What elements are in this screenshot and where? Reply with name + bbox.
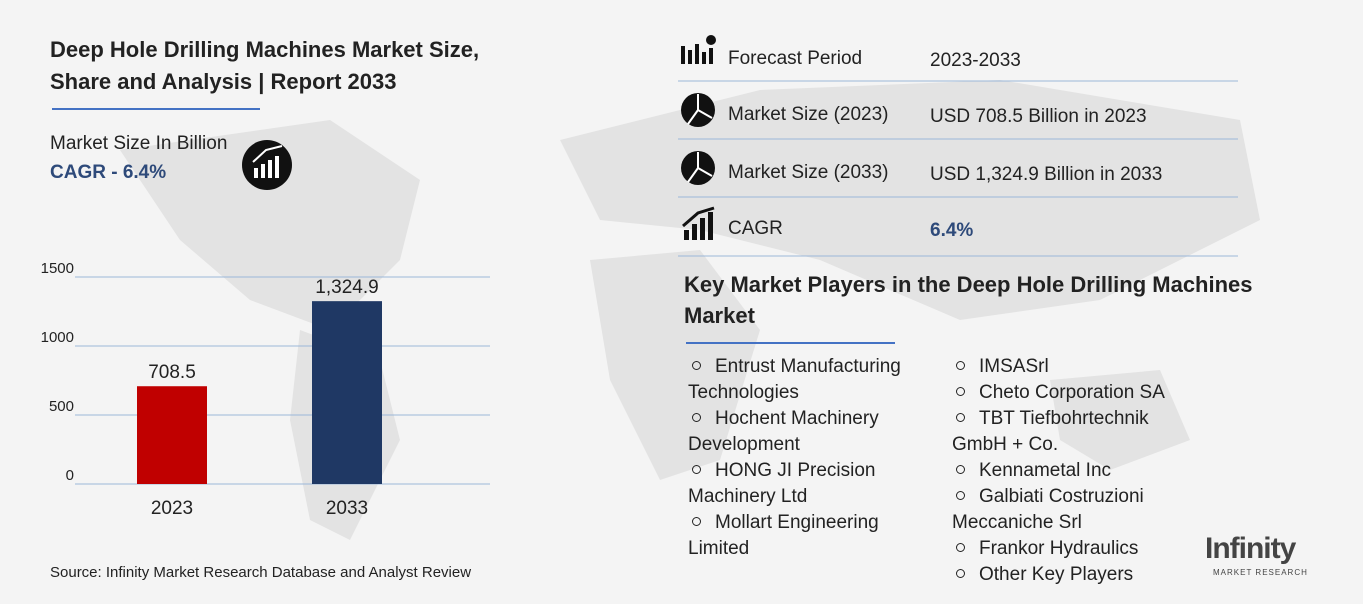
- player: IMSASrl: [952, 354, 1192, 380]
- y-tick-label: 500: [49, 398, 74, 415]
- bar: [312, 301, 382, 484]
- player: Cheto Corporation SA: [952, 380, 1192, 406]
- x-tick-label: 2023: [151, 498, 193, 519]
- summary-value: 6.4%: [930, 220, 974, 241]
- player: Galbiati Costruzioni Meccaniche Srl: [952, 484, 1192, 536]
- x-tick-label: 2033: [326, 498, 368, 519]
- player: TBT Tiefbohrtechnik GmbH + Co.: [952, 406, 1192, 458]
- summary-label: CAGR: [728, 218, 783, 239]
- players-column: Entrust Manufacturing Technologies Hochen…: [688, 354, 924, 562]
- player: Hochent Machinery Development: [688, 406, 924, 458]
- summary-value: USD 708.5 Billion in 2023: [930, 106, 1147, 127]
- logo-tagline: MARKET RESEARCH: [1213, 568, 1308, 577]
- summary-label: Market Size (2023): [728, 104, 889, 125]
- value-label: 1,324.9: [315, 277, 378, 298]
- title-line: Deep Hole Drilling Machines Market Size,: [50, 37, 480, 62]
- player: Other Key Players: [952, 562, 1192, 588]
- summary-label: Market Size (2033): [728, 162, 889, 183]
- growth-icon: [242, 140, 292, 190]
- title-line: Share and Analysis | Report 2033: [50, 69, 397, 94]
- player: Frankor Hydraulics: [952, 536, 1192, 562]
- bar-chart: 0 500 1000 1500 708.5 2023 1,324.9 2033: [41, 260, 490, 519]
- summary-icons: [681, 35, 716, 240]
- source: Source: Infinity Market Research Databas…: [50, 564, 472, 581]
- summary-separators: [678, 80, 1238, 257]
- y-tick-label: 0: [66, 467, 74, 484]
- player: Entrust Manufacturing Technologies: [688, 354, 924, 406]
- bar: [137, 386, 207, 484]
- market-size-label: Market Size In Billion: [50, 133, 228, 154]
- players-column: IMSASrl Cheto Corporation SA TBT Tiefbohrt…: [952, 354, 1192, 588]
- y-tick-label: 1000: [41, 329, 74, 346]
- player: HONG JI Precision Machinery Ltd: [688, 458, 924, 510]
- player: Kennametal Inc: [952, 458, 1192, 484]
- player: Mollart Engineering Limited: [688, 510, 924, 562]
- value-label: 708.5: [148, 362, 196, 383]
- summary-value: 2023-2033: [930, 50, 1021, 71]
- cagr-label: CAGR - 6.4%: [50, 162, 167, 183]
- players-title: Key Market Players in the Deep Hole Dril…: [684, 272, 1253, 328]
- y-tick-label: 1500: [41, 260, 74, 277]
- summary-value: USD 1,324.9 Billion in 2033: [930, 164, 1163, 185]
- summary-label: Forecast Period: [728, 48, 863, 69]
- logo-name: Infinity: [1205, 532, 1296, 565]
